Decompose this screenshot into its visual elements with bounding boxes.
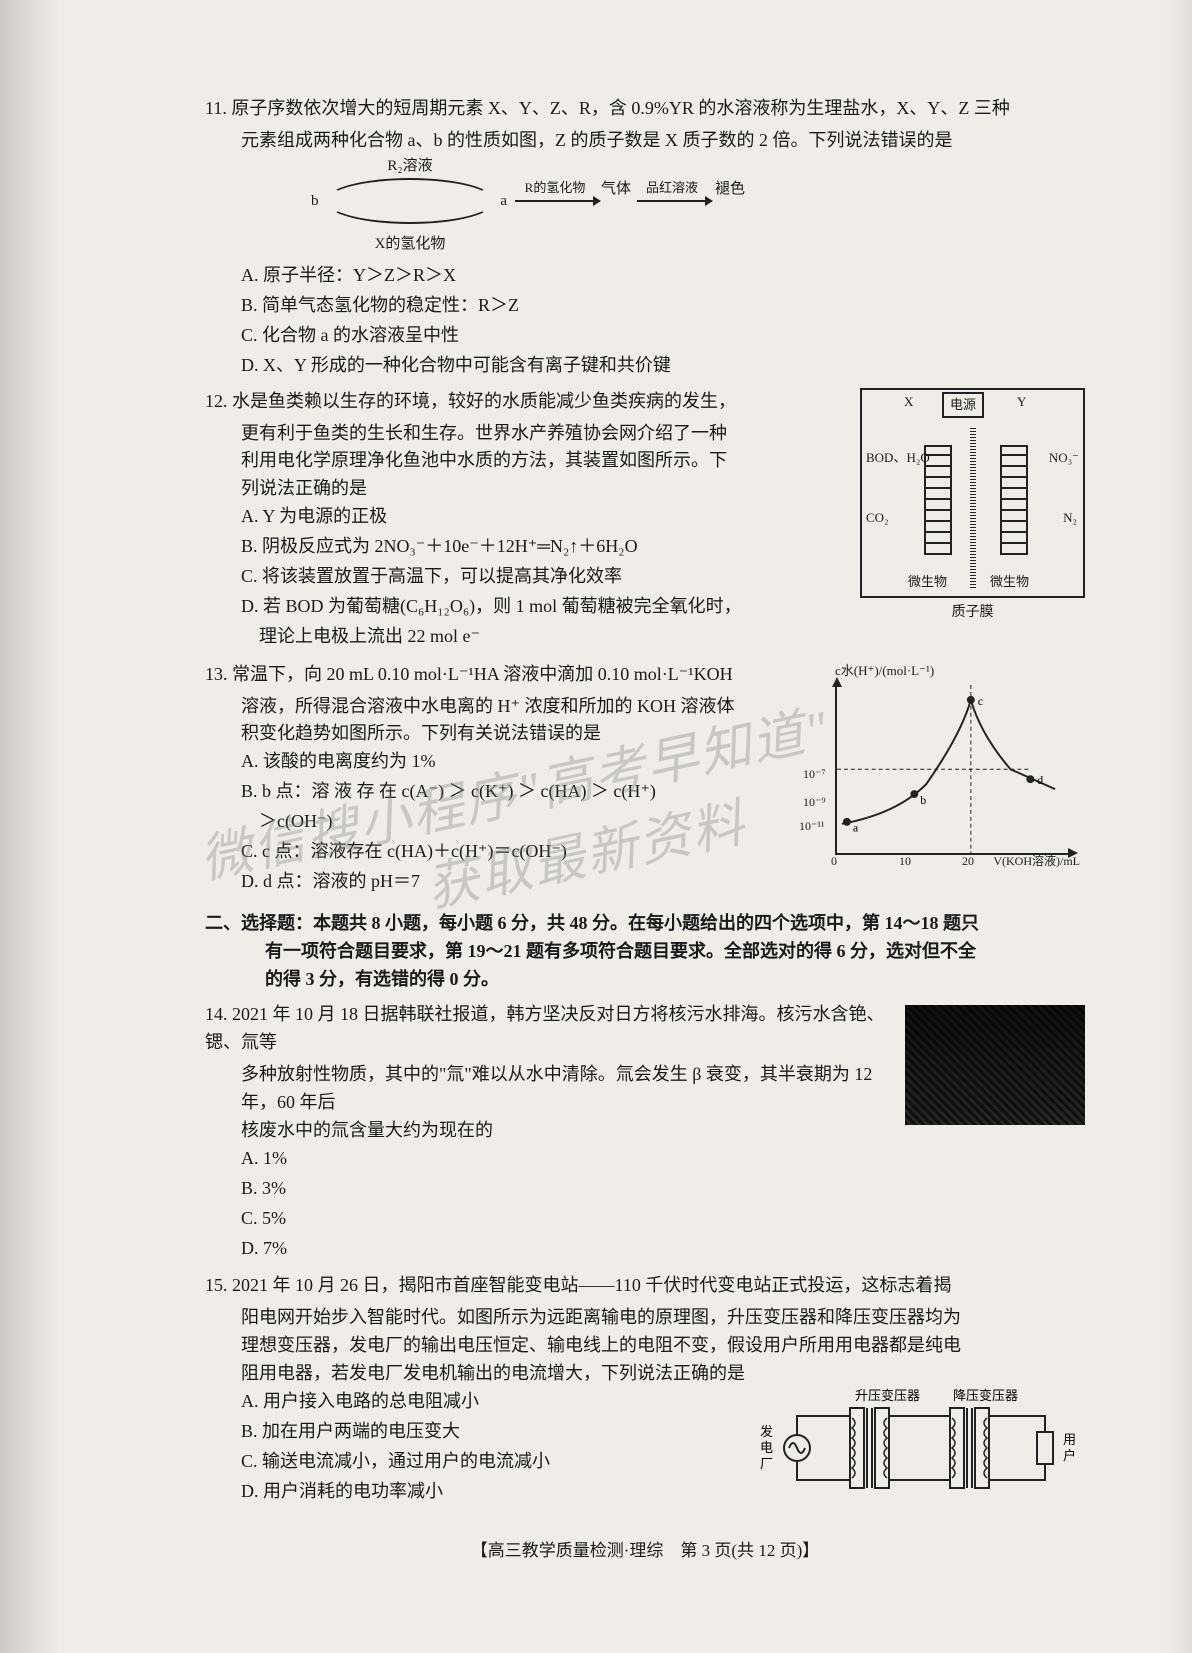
q14-number: 14. [205,1004,228,1024]
q14-stem: 14. 2021 年 10 月 18 日据韩联社报道，韩方坚决反对日方将核污水排… [205,1001,905,1057]
q13-number: 13. [205,664,228,684]
q14-opt-C: C. 5% [205,1205,905,1233]
q11-fig-top: R₂溶液 [325,155,495,178]
q12-fig-no3: NO₃⁻ [1049,448,1079,468]
svg-text:发: 发 [760,1424,773,1439]
q12-figure-wrap: X Y 电源 BOD、H₂O CO₂ NO₃⁻ N₂ 微生物 微生物 质子膜 [860,388,1085,653]
q11-ellipse [325,178,495,224]
q11-chain2: 气体 [601,178,631,201]
q11-opt-C: C. 化合物 a 的水溶液呈中性 [205,322,1085,350]
section2-l3: 的得 3 分，有选错的得 0 分。 [205,966,1085,994]
q11-fig-left: b [311,190,319,213]
q15-stem-l2: 阳电网开始步入智能时代。如图所示为远距离输电的原理图，升压变压器和降压变压器均为 [205,1304,1085,1332]
q12-fig-electrode-left [924,445,952,555]
q12-figure: X Y 电源 BOD、H₂O CO₂ NO₃⁻ N₂ 微生物 微生物 [860,388,1085,598]
q15-figure: 升压变压器 降压变压器 发 电 厂 [755,1388,1085,1508]
q14-stem-l3: 核废水中的氚含量大约为现在的 [205,1117,905,1145]
q12-opt-D2: 理论上电极上流出 22 mol e⁻ [205,623,860,651]
q13-stem-l1: 常温下，向 20 mL 0.10 mol·L⁻¹HA 溶液中滴加 0.10 mo… [232,664,733,684]
q11-fig-bottom: X的氢化物 [325,233,495,256]
q11-stem-l1: 原子序数依次增大的短周期元素 X、Y、Z、R，含 0.9%YR 的水溶液称为生理… [231,98,1010,118]
q15-stem: 15. 2021 年 10 月 26 日，揭阳市首座智能变电站——110 千伏时… [205,1272,1085,1300]
q12-fig-X: X [904,392,913,412]
q13-fig-xtick0: 0 [831,852,837,871]
q15-opt-C: C. 输送电流减小，通过用户的电流减小 [205,1448,745,1476]
q11-opt-D: D. X、Y 形成的一种化合物中可能含有离子键和共价键 [205,352,1085,380]
q15-opt-A: A. 用户接入电路的总电阻减小 [205,1388,745,1416]
q12-opt-B: B. 阴极反应式为 2NO₃⁻＋10e⁻＋12H⁺═N₂↑＋6H₂O [205,533,860,561]
q14-stem-l2: 多种放射性物质，其中的"氚"难以从水中清除。氚会发生 β 衰变，其半衰期为 12… [205,1061,905,1117]
q13-fig-xtick2: 20 [962,852,974,871]
q15-stem-l1: 2021 年 10 月 26 日，揭阳市首座智能变电站——110 千伏时代变电站… [232,1275,951,1295]
q12-stem: 12. 水是鱼类赖以生存的环境，较好的水质能减少鱼类疾病的发生， [205,388,860,416]
q12-opt-C: C. 将该装置放置于高温下，可以提高其净化效率 [205,563,860,591]
question-12: 12. 水是鱼类赖以生存的环境，较好的水质能减少鱼类疾病的发生， 更有利于鱼类的… [205,388,1085,653]
q11-chain: R的氢化物 气体 品红溶液 褪色 [515,178,745,202]
q12-opt-A: A. Y 为电源的正极 [205,503,860,531]
q11-opt-A: A. 原子半径：Y＞Z＞R＞X [205,262,1085,290]
q15-opt-D: D. 用户消耗的电功率减小 [205,1478,745,1506]
q14-figure [905,1005,1085,1125]
right-scan-shadow [1162,0,1192,1653]
q12-fig-micro-l: 微生物 [908,572,947,592]
q14-opt-D: D. 7% [205,1235,905,1263]
q11-opt-B: B. 简单气态氢化物的稳定性：R＞Z [205,292,1085,320]
svg-text:厂: 厂 [760,1456,773,1471]
q12-fig-bod: BOD、H₂O [866,448,930,468]
q13-fig-xlabel: V(KOH溶液)/mL [993,852,1080,871]
q12-stem-l4: 列说法正确的是 [205,475,860,503]
q12-fig-micro-r: 微生物 [990,572,1029,592]
q12-opt-D1: D. 若 BOD 为葡萄糖(C₆H₁₂O₆)，则 1 mol 葡萄糖被完全氧化时… [205,593,860,621]
q12-fig-co2: CO₂ [866,508,889,528]
svg-text:b: b [920,793,926,807]
q15-fig-down-label: 降压变压器 [953,1388,1018,1403]
q12-number: 12. [205,391,228,411]
q11-stem: 11. 原子序数依次增大的短周期元素 X、Y、Z、R，含 0.9%YR 的水溶液… [205,95,1085,123]
question-15: 15. 2021 年 10 月 26 日，揭阳市首座智能变电站——110 千伏时… [205,1272,1085,1508]
q15-opt-B: B. 加在用户两端的电压变大 [205,1418,745,1446]
page-footer: 【高三教学质量检测·理综 第 3 页(共 12 页)】 [205,1538,1085,1564]
q12-fig-Y: Y [1017,392,1026,412]
svg-text:电: 电 [760,1440,773,1455]
q15-fig-up-label: 升压变压器 [855,1388,920,1403]
svg-text:c: c [978,694,983,708]
q12-stem-l2: 更有利于鱼类的生长和生存。世界水产养殖协会网介绍了一种 [205,420,860,448]
q11-fig-right: a [500,190,507,213]
q15-number: 15. [205,1275,228,1295]
q14-opt-A: A. 1% [205,1145,905,1173]
q12-stem-l1: 水是鱼类赖以生存的环境，较好的水质能减少鱼类疾病的发生， [232,391,736,411]
q11-chain4: 褪色 [715,178,745,201]
svg-text:d: d [1037,773,1043,787]
q13-fig-xtick1: 10 [899,852,911,871]
svg-text:用: 用 [1063,1432,1076,1447]
q11-chain1: R的氢化物 [515,178,595,202]
q12-fig-src: 电源 [942,392,984,418]
question-11: 11. 原子序数依次增大的短周期元素 X、Y、Z、R，含 0.9%YR 的水溶液… [205,95,1085,380]
q11-stem-l2: 元素组成两种化合物 a、b 的性质如图，Z 的质子数是 X 质子数的 2 倍。下… [205,127,1085,155]
q11-number: 11. [205,98,227,118]
q15-stem-l4: 阻用电器，若发电厂发电机输出的电流增大，下列说法正确的是 [205,1360,1085,1388]
q11-chain3: 品红溶液 [637,178,707,202]
q12-stem-l3: 利用电化学原理净化鱼池中水质的方法，其装置如图所示。下 [205,447,860,475]
q12-fig-electrode-right [1000,445,1028,555]
q12-fig-n2: N₂ [1063,508,1077,528]
q14-stem-l1: 2021 年 10 月 18 日据韩联社报道，韩方坚决反对日方将核污水排海。核污… [205,1004,885,1052]
q13-stem: 13. 常温下，向 20 mL 0.10 mol·L⁻¹HA 溶液中滴加 0.1… [205,661,835,689]
left-scan-shadow [0,0,60,1653]
question-14: 14. 2021 年 10 月 18 日据韩联社报道，韩方坚决反对日方将核污水排… [205,1001,1085,1264]
q15-stem-l3: 理想变压器，发电厂的输出电压恒定、输电线上的电阻不变，假设用户所用用电器都是纯电 [205,1332,1085,1360]
q12-fig-membrane [970,428,976,588]
q14-opt-B: B. 3% [205,1175,905,1203]
q11-figure: R₂溶液 b a R的氢化物 气体 品红溶液 褪色 [325,155,1085,256]
q12-fig-membrane-label: 质子膜 [860,602,1085,624]
svg-text:户: 户 [1063,1448,1076,1463]
